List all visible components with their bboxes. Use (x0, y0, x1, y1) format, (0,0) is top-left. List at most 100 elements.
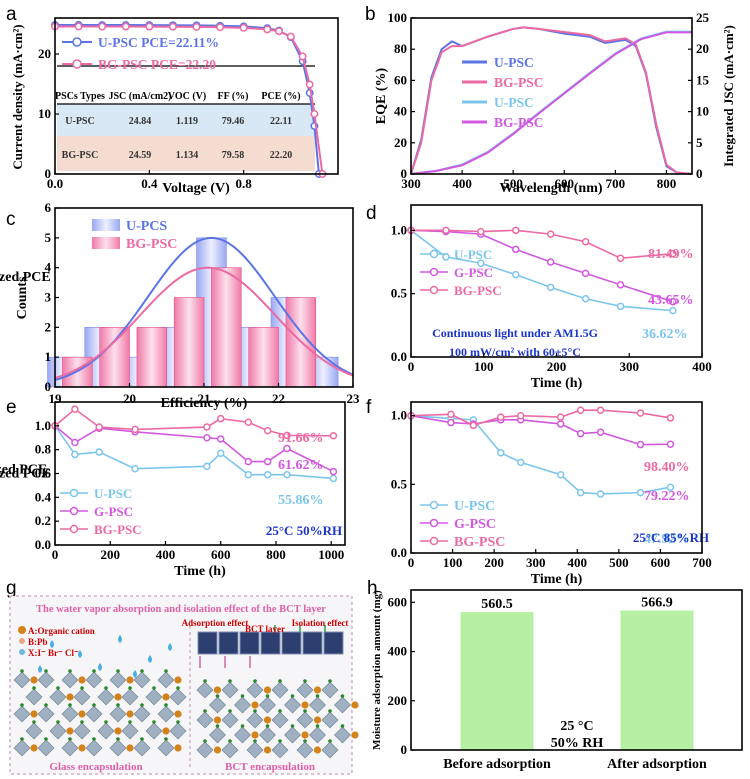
g-cation-atom (174, 676, 182, 684)
g-halide-atom (164, 703, 168, 707)
g-cation-atom (66, 693, 74, 701)
pe-series-marker (329, 432, 338, 440)
g-octahedron (85, 705, 103, 723)
a-ylabel: Current density (mA·cm²) (10, 24, 25, 169)
pe-series-marker (95, 448, 103, 456)
pf-xtick-label: 400 (568, 555, 588, 570)
g-legend-label: B:Pb (28, 637, 48, 647)
panel-g-schematic: The water vapor absorption and isolation… (9, 595, 359, 775)
pd-ytick-label: 1.0 (391, 222, 407, 237)
g-bct-block (197, 631, 218, 655)
a-series-marker (263, 25, 272, 34)
h-ytick-label: 600 (388, 594, 408, 609)
pe-series-marker (283, 444, 291, 453)
c-xtick-label: 23 (347, 391, 361, 406)
pe-series-marker (216, 435, 225, 443)
a-table-header-3: FF (%) (217, 91, 248, 102)
g-cation-atom (162, 727, 170, 735)
pf-series-marker (576, 488, 585, 497)
g-cation-atom (301, 731, 309, 739)
pf-xtick-label: 300 (526, 555, 546, 570)
pe-series-marker (131, 425, 139, 434)
g-water-droplet (133, 670, 137, 678)
g-octahedron (121, 688, 139, 706)
g-halide-atom (92, 669, 96, 673)
pd-xtick-label: 400 (692, 359, 712, 374)
g-octahedron (97, 688, 115, 706)
pe-series-marker (263, 470, 272, 479)
c-histogram-bar (173, 297, 205, 388)
pd-series-marker (477, 259, 485, 268)
g-bct-block (260, 631, 281, 655)
g-caption-bct: BCT encapsulation (225, 761, 315, 773)
g-octahedron (169, 722, 187, 740)
g-cation-atom (66, 727, 74, 735)
b-y2tick-label: 0 (696, 166, 703, 181)
g-cation-atom (213, 686, 222, 694)
g-halide-atom (44, 737, 48, 741)
b-xtick-label: 700 (606, 176, 626, 191)
pf-series-marker (516, 411, 525, 420)
b-ytick-label: 80 (394, 41, 407, 56)
g-octahedron (37, 705, 55, 723)
pe-series-line (54, 425, 334, 473)
pd-series-marker (669, 250, 677, 258)
c-ytick-label: 4 (45, 260, 52, 275)
g-octahedron (296, 711, 314, 729)
a-series-marker (286, 32, 295, 41)
pf-legend-marker (429, 536, 439, 546)
pe-series-line (54, 425, 334, 480)
g-octahedron (246, 741, 264, 759)
g-bct-block (218, 631, 239, 655)
b-y2label: Integrated JSC (mA·cm²) (721, 25, 736, 167)
c-legend-label: U-PCS (126, 219, 167, 234)
pd-series-marker (546, 258, 555, 266)
g-octahedron (61, 739, 79, 757)
b-frame (410, 17, 693, 175)
g-cation-atom (78, 710, 86, 718)
a-legend-marker (72, 37, 82, 47)
a-series-marker (275, 27, 283, 36)
g-octahedron (296, 681, 314, 699)
g-halide-atom (176, 686, 180, 690)
g-legend-label: A:Organic cation (28, 626, 95, 636)
g-halide-atom (228, 679, 232, 683)
pe-end-value-label: 91.66% (278, 431, 324, 446)
g-halide-atom (20, 703, 24, 707)
g-halide-atom (253, 709, 257, 713)
c-histogram-bar (248, 327, 279, 388)
a-legend-label: BG-PSC PCE=22.20 (98, 57, 216, 72)
g-water-droplet (168, 643, 172, 651)
g-top-label: Adsorption effect (182, 618, 249, 628)
pd-series-marker (477, 227, 485, 236)
g-octahedron (109, 671, 127, 689)
pd-series-marker (512, 226, 520, 235)
g-cation-atom (30, 710, 38, 718)
g-octahedron (25, 688, 43, 706)
pe-series-marker (244, 470, 253, 479)
g-halide-atom (56, 686, 60, 690)
g-octahedron (309, 696, 326, 714)
a-series-marker (298, 52, 307, 61)
a-table-cell: 24.59 (129, 150, 152, 161)
g-halide-atom (215, 724, 220, 728)
c-histogram-bar (136, 327, 168, 388)
pe-legend-label: U-PSC (94, 486, 132, 501)
h-bar (620, 610, 694, 750)
g-top-label: Isolation effect (292, 618, 349, 628)
h-category-label: After adsorption (607, 757, 707, 772)
g-legend-dot (19, 638, 25, 644)
g-octahedron (13, 739, 31, 757)
g-bct-block (281, 631, 302, 655)
g-halide-atom (340, 694, 345, 698)
g-halide-atom (253, 739, 257, 743)
b-legend-label: BG-PSC (494, 75, 544, 90)
a-table-cell: 22.20 (270, 150, 293, 161)
pe-series-marker (71, 450, 79, 459)
g-octahedron (246, 681, 264, 699)
pf-series-marker (516, 458, 525, 467)
pd-series-line (411, 229, 673, 260)
pd-series-line (410, 229, 673, 312)
pd-ytick-label: 0.0 (391, 349, 407, 364)
g-octahedron (145, 688, 163, 706)
